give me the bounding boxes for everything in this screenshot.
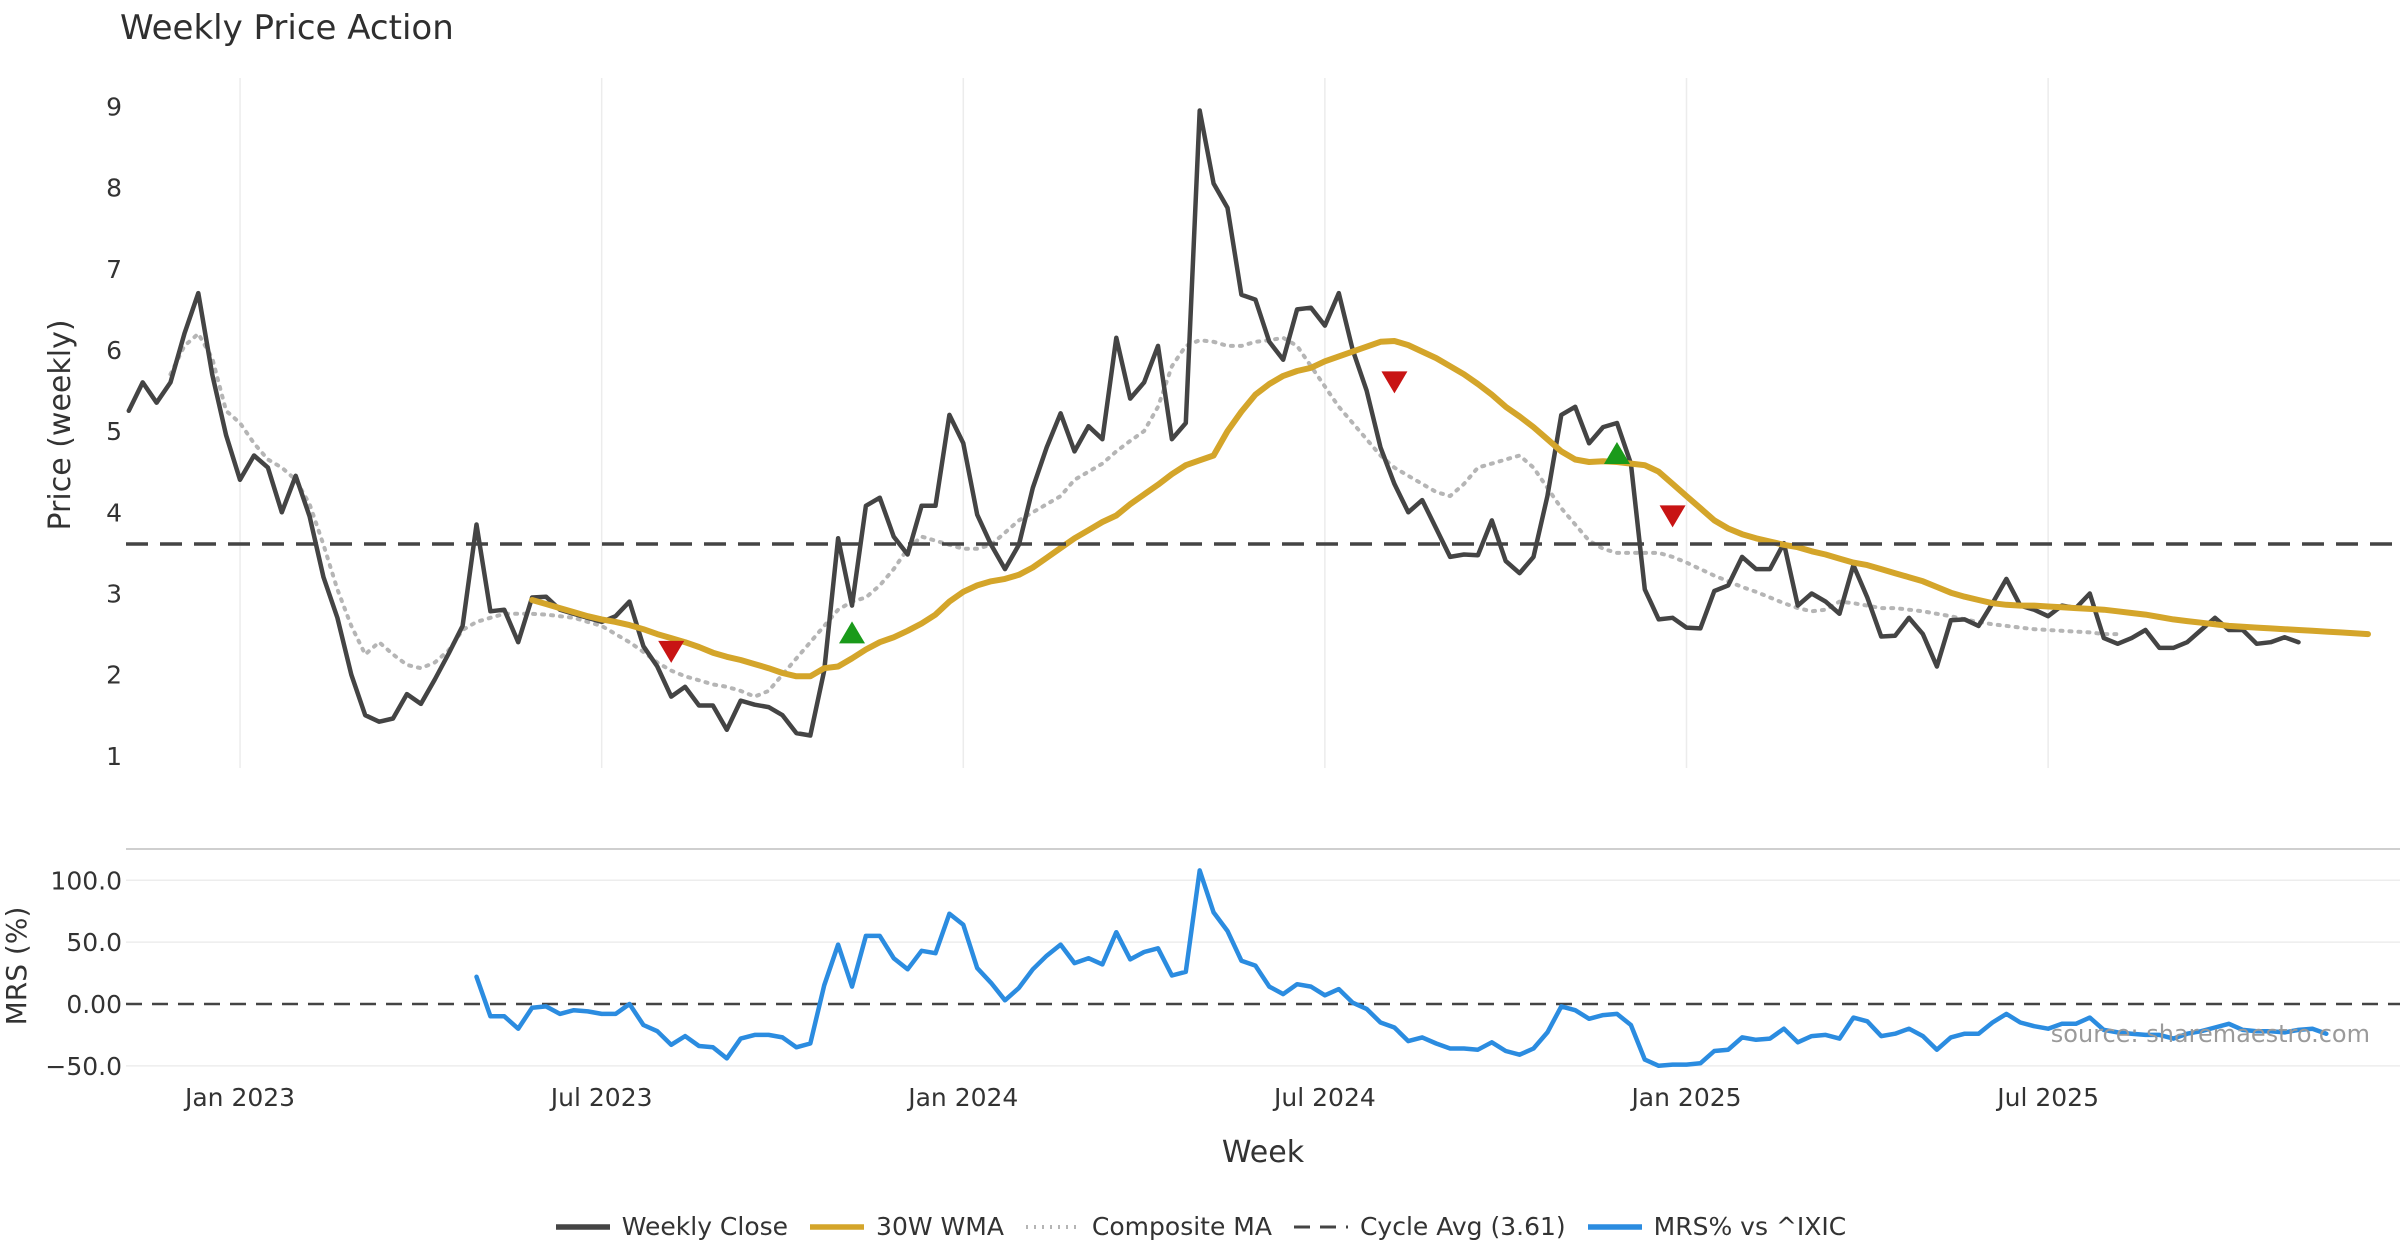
signal-down-marker [1381,371,1408,394]
price-y-tick-label: 6 [106,336,122,365]
price-y-tick-label: 5 [106,417,122,446]
signal-up-marker [839,621,866,644]
price-y-tick-label: 1 [106,742,122,771]
legend-swatch-icon [1587,1223,1642,1230]
price-y-tick-label: 4 [106,498,122,527]
price-panel-gridlines [239,78,2049,768]
legend-item: Composite MA [1024,1212,1272,1241]
price-y-tick-label: 3 [106,579,122,608]
signal-up-marker [1603,442,1630,465]
x-axis-label: Week [1222,1135,1305,1170]
mrs-y-tick-label: 100.0 [50,866,122,895]
legend-label: Weekly Close [621,1212,789,1241]
chart-title: Weekly Price Action [120,8,454,48]
legend-label: MRS% vs ^IXIC [1653,1212,1847,1241]
price-y-axis-ticks: 1 2 3 4 5 6 7 8 9 [106,92,122,770]
signal-down-marker [1659,505,1686,528]
mrs-line [474,868,2329,1069]
source-watermark: source: sharemaestro.com [2050,1020,2370,1048]
legend-item: Cycle Avg (3.61) [1292,1212,1566,1241]
mrs-y-tick-label: 50.0 [66,928,122,957]
price-signal-markers [658,371,1686,663]
legend-item: MRS% vs ^IXIC [1586,1212,1847,1241]
x-tick-label: Jul 2024 [1272,1083,1376,1112]
price-y-tick-label: 7 [106,255,122,284]
legend-swatch-icon [1293,1225,1348,1228]
x-tick-label: Jul 2023 [549,1083,653,1112]
legend-item: Weekly Close [554,1212,788,1241]
price-y-axis-label: Price (weekly) [43,319,78,530]
legend-label: Composite MA [1091,1212,1272,1241]
x-tick-label: Jul 2025 [1995,1083,2099,1112]
legend-swatch-icon [1025,1224,1080,1229]
legend-item: 30W WMA [808,1212,1004,1241]
composite-ma-line [168,331,2120,699]
legend-swatch-icon [555,1223,610,1230]
mrs-panel-series [474,868,2329,1069]
legend-label: 30W WMA [876,1212,1004,1241]
price-panel-series [126,108,2400,738]
price-y-tick-label: 9 [106,92,122,121]
price-y-tick-label: 2 [106,661,122,690]
signal-down-marker [658,640,685,663]
mrs-y-tick-label: −50.0 [45,1052,122,1081]
legend-swatch-icon [810,1223,865,1230]
mrs-y-tick-label: 0.00 [66,990,122,1019]
legend-label: Cycle Avg (3.61) [1359,1212,1566,1241]
x-tick-label: Jan 2024 [906,1083,1018,1112]
x-axis-ticks: Jan 2023 Jul 2023 Jan 2024 Jul 2024 Jan 2025… [183,1083,2099,1112]
chart-legend: Weekly Close 30W WMA Composite MA Cycle Avg… [0,1212,2400,1241]
weekly-close-line [126,108,2301,738]
mrs-panel-gridlines [126,879,2400,1067]
30w-wma-line [529,338,2371,680]
x-tick-label: Jan 2023 [183,1083,295,1112]
mrs-y-axis-ticks: 100.0 50.0 0.00 −50.0 [45,866,122,1081]
x-tick-label: Jan 2025 [1629,1083,1741,1112]
price-y-tick-label: 8 [106,174,122,203]
mrs-y-axis-label: MRS (%) [0,907,33,1026]
